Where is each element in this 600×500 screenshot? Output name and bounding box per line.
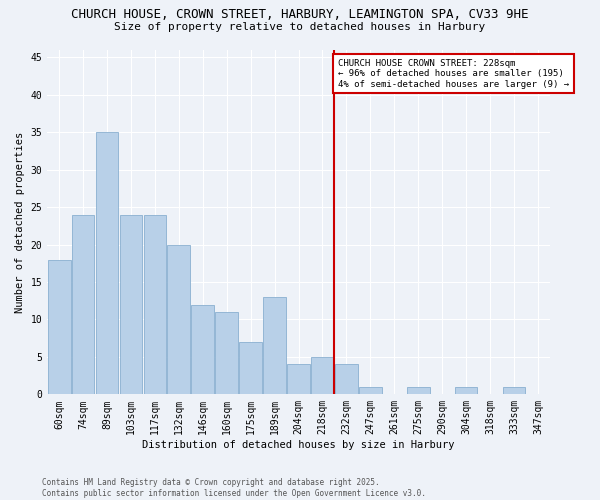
Bar <box>167 244 190 394</box>
Bar <box>407 387 430 394</box>
Bar <box>335 364 358 394</box>
Bar <box>455 387 478 394</box>
Bar <box>95 132 118 394</box>
Bar <box>359 387 382 394</box>
Bar <box>503 387 526 394</box>
Text: CHURCH HOUSE, CROWN STREET, HARBURY, LEAMINGTON SPA, CV33 9HE: CHURCH HOUSE, CROWN STREET, HARBURY, LEA… <box>71 8 529 20</box>
Bar <box>143 214 166 394</box>
Text: Contains HM Land Registry data © Crown copyright and database right 2025.
Contai: Contains HM Land Registry data © Crown c… <box>42 478 426 498</box>
Bar <box>72 214 94 394</box>
Text: Size of property relative to detached houses in Harbury: Size of property relative to detached ho… <box>115 22 485 32</box>
Bar <box>311 357 334 395</box>
Y-axis label: Number of detached properties: Number of detached properties <box>15 132 25 313</box>
Bar <box>287 364 310 394</box>
Bar <box>215 312 238 394</box>
Text: CHURCH HOUSE CROWN STREET: 228sqm
← 96% of detached houses are smaller (195)
4% : CHURCH HOUSE CROWN STREET: 228sqm ← 96% … <box>338 59 569 89</box>
Bar <box>191 304 214 394</box>
X-axis label: Distribution of detached houses by size in Harbury: Distribution of detached houses by size … <box>142 440 455 450</box>
Bar <box>263 297 286 394</box>
Bar <box>119 214 142 394</box>
Bar <box>48 260 71 394</box>
Bar <box>239 342 262 394</box>
